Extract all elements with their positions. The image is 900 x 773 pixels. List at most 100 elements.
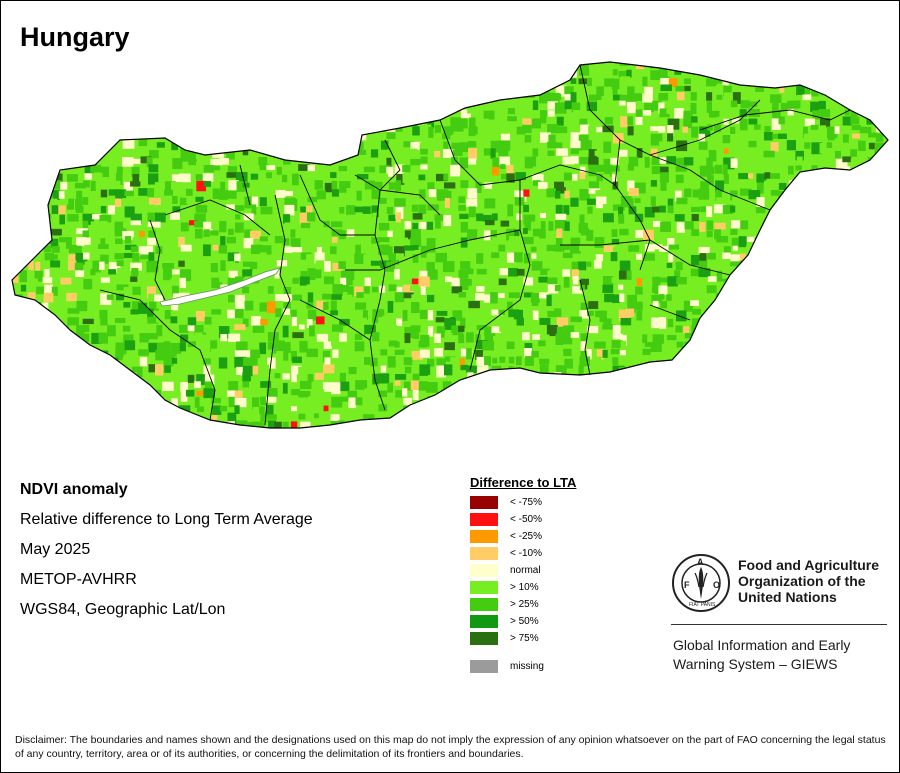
ndvi-pixel xyxy=(43,166,56,175)
ndvi-pixel xyxy=(12,220,21,226)
ndvi-pixel xyxy=(212,92,219,103)
ndvi-pixel xyxy=(796,85,808,97)
ndvi-pixel xyxy=(59,214,66,225)
ndvi-pixel xyxy=(155,228,166,236)
ndvi-pixel xyxy=(18,93,28,104)
ndvi-pixel xyxy=(874,78,885,85)
ndvi-pixel xyxy=(484,326,496,337)
ndvi-pixel xyxy=(571,102,581,113)
ndvi-pixel xyxy=(843,302,856,312)
ndvi-pixel xyxy=(675,174,684,184)
ndvi-pixel xyxy=(554,308,562,317)
ndvi-pixel xyxy=(579,172,586,180)
ndvi-pixel xyxy=(330,172,337,179)
ndvi-pixel xyxy=(802,94,812,101)
ndvi-pixel xyxy=(754,421,764,428)
ndvi-pixel xyxy=(195,174,206,181)
ndvi-pixel xyxy=(500,173,509,180)
ndvi-pixel xyxy=(818,100,826,110)
ndvi-pixel xyxy=(755,341,764,348)
ndvi-pixel xyxy=(851,220,860,233)
ndvi-pixel xyxy=(858,381,871,393)
ndvi-pixel xyxy=(667,125,674,136)
ndvi-pixel xyxy=(195,78,202,90)
ndvi-pixel xyxy=(811,142,823,155)
ndvi-pixel xyxy=(636,148,643,158)
ndvi-pixel xyxy=(730,261,742,267)
ndvi-pixel xyxy=(244,229,252,238)
ndvi-pixel xyxy=(780,102,792,111)
ndvi-pixel xyxy=(498,244,506,252)
ndvi-pixel xyxy=(211,84,220,92)
ndvi-pixel xyxy=(308,124,315,130)
ndvi-pixel xyxy=(100,62,108,67)
ndvi-pixel xyxy=(562,388,571,397)
ndvi-pixel xyxy=(676,397,682,403)
ndvi-pixel xyxy=(484,92,493,98)
ndvi-pixel xyxy=(282,174,288,183)
fao-name-line-1: Food and Agriculture xyxy=(738,557,880,573)
ndvi-pixel xyxy=(556,142,563,153)
ndvi-pixel xyxy=(218,245,228,254)
ndvi-pixel xyxy=(612,69,618,76)
ndvi-pixel xyxy=(410,325,421,333)
ndvi-pixel xyxy=(299,108,309,117)
ndvi-pixel xyxy=(539,358,550,365)
ndvi-pixel xyxy=(227,166,237,179)
ndvi-pixel xyxy=(132,125,140,133)
ndvi-pixel xyxy=(316,190,326,200)
ndvi-pixel xyxy=(778,182,787,190)
ndvi-pixel xyxy=(508,356,515,364)
ndvi-pixel xyxy=(658,294,665,300)
ndvi-pixel xyxy=(283,294,292,304)
ndvi-pixel xyxy=(515,285,525,296)
ndvi-pixel xyxy=(339,284,350,293)
ndvi-pixel xyxy=(612,325,621,336)
ndvi-pixel xyxy=(299,212,310,225)
ndvi-pixel xyxy=(250,244,262,255)
ndvi-pixel xyxy=(348,102,359,114)
ndvi-pixel xyxy=(371,76,383,88)
ndvi-pixel xyxy=(378,230,389,239)
ndvi-pixel xyxy=(851,69,862,81)
ndvi-pixel xyxy=(51,356,58,369)
ndvi-pixel xyxy=(660,84,672,91)
ndvi-pixel xyxy=(234,276,244,282)
ndvi-pixel xyxy=(266,301,276,314)
ndvi-pixel xyxy=(123,221,135,229)
ndvi-pixel xyxy=(820,333,829,340)
ndvi-pixel xyxy=(684,341,693,352)
ndvi-pixel xyxy=(396,108,407,120)
ndvi-pixel xyxy=(396,318,403,327)
ndvi-pixel xyxy=(122,389,132,397)
ndvi-pixel xyxy=(612,86,618,95)
ndvi-pixel xyxy=(274,269,280,279)
ndvi-pixel xyxy=(612,94,622,106)
ndvi-pixel xyxy=(539,212,547,219)
ndvi-pixel xyxy=(259,406,265,415)
ndvi-pixel xyxy=(514,78,524,88)
ndvi-pixel xyxy=(236,110,244,120)
ndvi-pixel xyxy=(835,94,847,102)
ndvi-pixel xyxy=(700,62,707,70)
ndvi-pixel xyxy=(444,197,450,208)
ndvi-pixel xyxy=(579,389,585,401)
ndvi-pixel xyxy=(636,397,646,405)
ndvi-pixel xyxy=(75,252,88,265)
ndvi-pixel xyxy=(122,405,131,417)
ndvi-pixel xyxy=(99,405,108,414)
ndvi-pixel xyxy=(314,109,325,119)
ndvi-pixel xyxy=(124,206,135,218)
ndvi-pixel xyxy=(844,389,854,402)
ndvi-pixel xyxy=(28,278,38,291)
ndvi-pixel xyxy=(172,196,178,204)
ndvi-pixel xyxy=(580,228,590,236)
ndvi-pixel xyxy=(50,373,61,379)
ndvi-pixel xyxy=(378,197,391,204)
ndvi-pixel xyxy=(514,102,524,109)
ndvi-pixel xyxy=(452,310,463,321)
ndvi-pixel xyxy=(674,108,684,119)
ndvi-pixel xyxy=(242,78,254,90)
ndvi-pixel xyxy=(564,412,573,419)
ndvi-pixel xyxy=(394,117,405,125)
